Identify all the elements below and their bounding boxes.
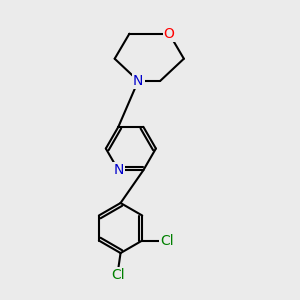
Text: N: N [113, 163, 124, 177]
Text: Cl: Cl [111, 268, 124, 282]
Text: Cl: Cl [160, 233, 174, 248]
Text: O: O [164, 27, 175, 41]
Text: N: N [133, 74, 143, 88]
